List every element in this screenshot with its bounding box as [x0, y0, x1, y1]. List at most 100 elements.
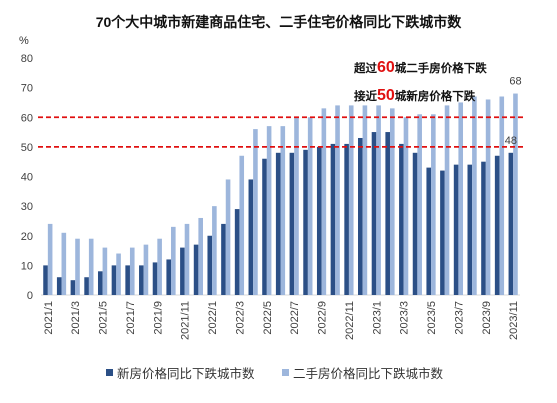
bar-second-hand-2021-4 — [88, 238, 94, 295]
bar-new-homes-2021-7 — [125, 265, 130, 296]
x-tick-label: 2022/7 — [289, 301, 301, 335]
bar-new-homes-2023-10 — [494, 155, 500, 295]
bar-second-hand-2022-3 — [239, 155, 245, 295]
bar-second-hand-2022-6 — [280, 126, 286, 295]
x-tick-label: 2023/3 — [399, 301, 411, 335]
bar-new-homes-2022-10 — [330, 143, 336, 295]
bar-new-homes-2021-11 — [180, 247, 185, 295]
bar-new-homes-2023-1 — [371, 132, 377, 295]
annotation-suffix: 城二手房价格下跌 — [394, 63, 487, 75]
bar-second-hand-2021-9 — [157, 238, 162, 295]
bar-new-homes-2021-1 — [43, 265, 48, 296]
x-tick-label: 2022/1 — [207, 301, 219, 335]
data-label: 48 — [505, 135, 517, 147]
bar-second-hand-2022-11 — [348, 105, 354, 296]
data-label: 68 — [509, 76, 521, 88]
bar-second-hand-2021-12 — [198, 217, 203, 295]
y-tick-label: 60 — [21, 112, 33, 124]
bar-new-homes-2021-3 — [70, 280, 76, 295]
bar-second-hand-2021-11 — [184, 223, 190, 295]
bar-new-homes-2021-10 — [166, 259, 172, 295]
bar-second-hand-2023-11 — [513, 93, 518, 295]
bar-second-hand-2022-2 — [225, 179, 231, 295]
x-tick-label: 2021/9 — [152, 301, 164, 335]
x-tick-label: 2022/11 — [344, 301, 356, 340]
bar-second-hand-2021-3 — [75, 238, 80, 295]
y-tick-label: 50 — [21, 142, 33, 154]
bar-new-homes-2022-3 — [234, 209, 240, 295]
bar-new-homes-2022-7 — [289, 152, 295, 295]
bar-new-homes-2022-2 — [221, 223, 226, 295]
bar-new-homes-2023-4 — [412, 152, 418, 295]
bar-second-hand-2023-6 — [444, 105, 450, 296]
y-tick-label: 30 — [21, 201, 33, 213]
bar-second-hand-2023-5 — [431, 114, 436, 295]
bar-second-hand-2022-12 — [362, 105, 368, 296]
bar-second-hand-2021-1 — [47, 223, 53, 295]
annotation-second-hand-decline: 超过60城二手房价格下跌 — [354, 59, 487, 78]
bar-second-hand-2023-4 — [417, 114, 422, 295]
x-tick-label: 2022/3 — [234, 301, 246, 335]
bar-second-hand-2023-10 — [499, 96, 505, 295]
bar-new-homes-2022-9 — [316, 146, 322, 296]
y-tick-label: 40 — [21, 172, 33, 184]
bar-second-hand-2023-2 — [389, 108, 395, 295]
x-tick-label: 2022/5 — [262, 301, 274, 335]
x-tick-label: 2022/9 — [317, 301, 329, 335]
x-tick-label: 2023/7 — [453, 301, 465, 335]
legend-label-second-hand: 二手房价格同比下跌城市数 — [293, 367, 444, 381]
bar-new-homes-2022-4 — [248, 179, 254, 295]
bar-new-homes-2022-11 — [344, 143, 349, 295]
legend-item-new-homes: 新房价格同比下跌城市数 — [106, 363, 255, 382]
bar-second-hand-2023-3 — [403, 117, 409, 295]
y-tick-label: 10 — [21, 260, 33, 272]
x-tick-label: 2021/1 — [43, 301, 55, 335]
bar-second-hand-2021-2 — [61, 232, 67, 295]
y-tick-label: 20 — [21, 231, 33, 243]
bar-new-homes-2023-9 — [481, 161, 486, 295]
bar-second-hand-2023-1 — [376, 105, 381, 296]
bar-second-hand-2023-8 — [472, 96, 477, 295]
bar-new-homes-2023-3 — [399, 143, 404, 295]
bar-new-homes-2021-9 — [152, 262, 158, 295]
x-tick-label: 2021/3 — [70, 301, 82, 335]
legend-item-second-hand: 二手房价格同比下跌城市数 — [282, 363, 443, 382]
bar-second-hand-2021-7 — [129, 247, 135, 295]
annotation-prefix: 接近 — [354, 91, 377, 103]
bar-new-homes-2022-1 — [207, 235, 213, 295]
bar-new-homes-2023-2 — [385, 132, 390, 295]
annotation-highlight-number: 50 — [377, 87, 395, 104]
bar-second-hand-2021-8 — [143, 244, 149, 295]
x-tick-label: 2023/11 — [508, 301, 520, 340]
bar-new-homes-2021-2 — [56, 277, 62, 295]
bar-second-hand-2022-1 — [212, 206, 217, 296]
bar-new-homes-2021-8 — [139, 265, 144, 296]
bar-new-homes-2023-7 — [453, 164, 459, 295]
bar-second-hand-2022-10 — [335, 105, 340, 296]
bar-second-hand-2021-5 — [102, 247, 108, 295]
x-tick-label: 2023/9 — [481, 301, 493, 335]
bar-new-homes-2021-5 — [97, 271, 103, 295]
bar-second-hand-2022-5 — [266, 126, 272, 295]
annotation-new-home-decline: 接近50城新房价格下跌 — [354, 87, 475, 106]
bar-second-hand-2021-6 — [116, 253, 121, 295]
bar-new-homes-2022-12 — [358, 137, 363, 295]
legend-swatch-second-hand — [282, 369, 289, 376]
bar-second-hand-2022-9 — [321, 108, 327, 295]
bar-new-homes-2023-8 — [467, 164, 473, 295]
bar-new-homes-2022-5 — [262, 158, 267, 295]
bar-second-hand-2022-4 — [253, 129, 258, 295]
bar-new-homes-2022-6 — [275, 152, 281, 295]
annotation-highlight-number: 60 — [377, 59, 395, 76]
x-tick-label: 2021/11 — [180, 301, 192, 340]
bar-new-homes-2023-5 — [426, 167, 432, 295]
bar-new-homes-2021-4 — [84, 277, 89, 295]
legend-label-new-homes: 新房价格同比下跌城市数 — [117, 367, 255, 381]
bar-new-homes-2022-8 — [303, 149, 308, 295]
bar-second-hand-2023-9 — [485, 99, 491, 295]
x-tick-label: 2023/5 — [426, 301, 438, 335]
y-tick-label: 70 — [21, 83, 33, 95]
legend-swatch-new-homes — [106, 369, 113, 376]
y-axis-unit-label: % — [19, 35, 29, 47]
